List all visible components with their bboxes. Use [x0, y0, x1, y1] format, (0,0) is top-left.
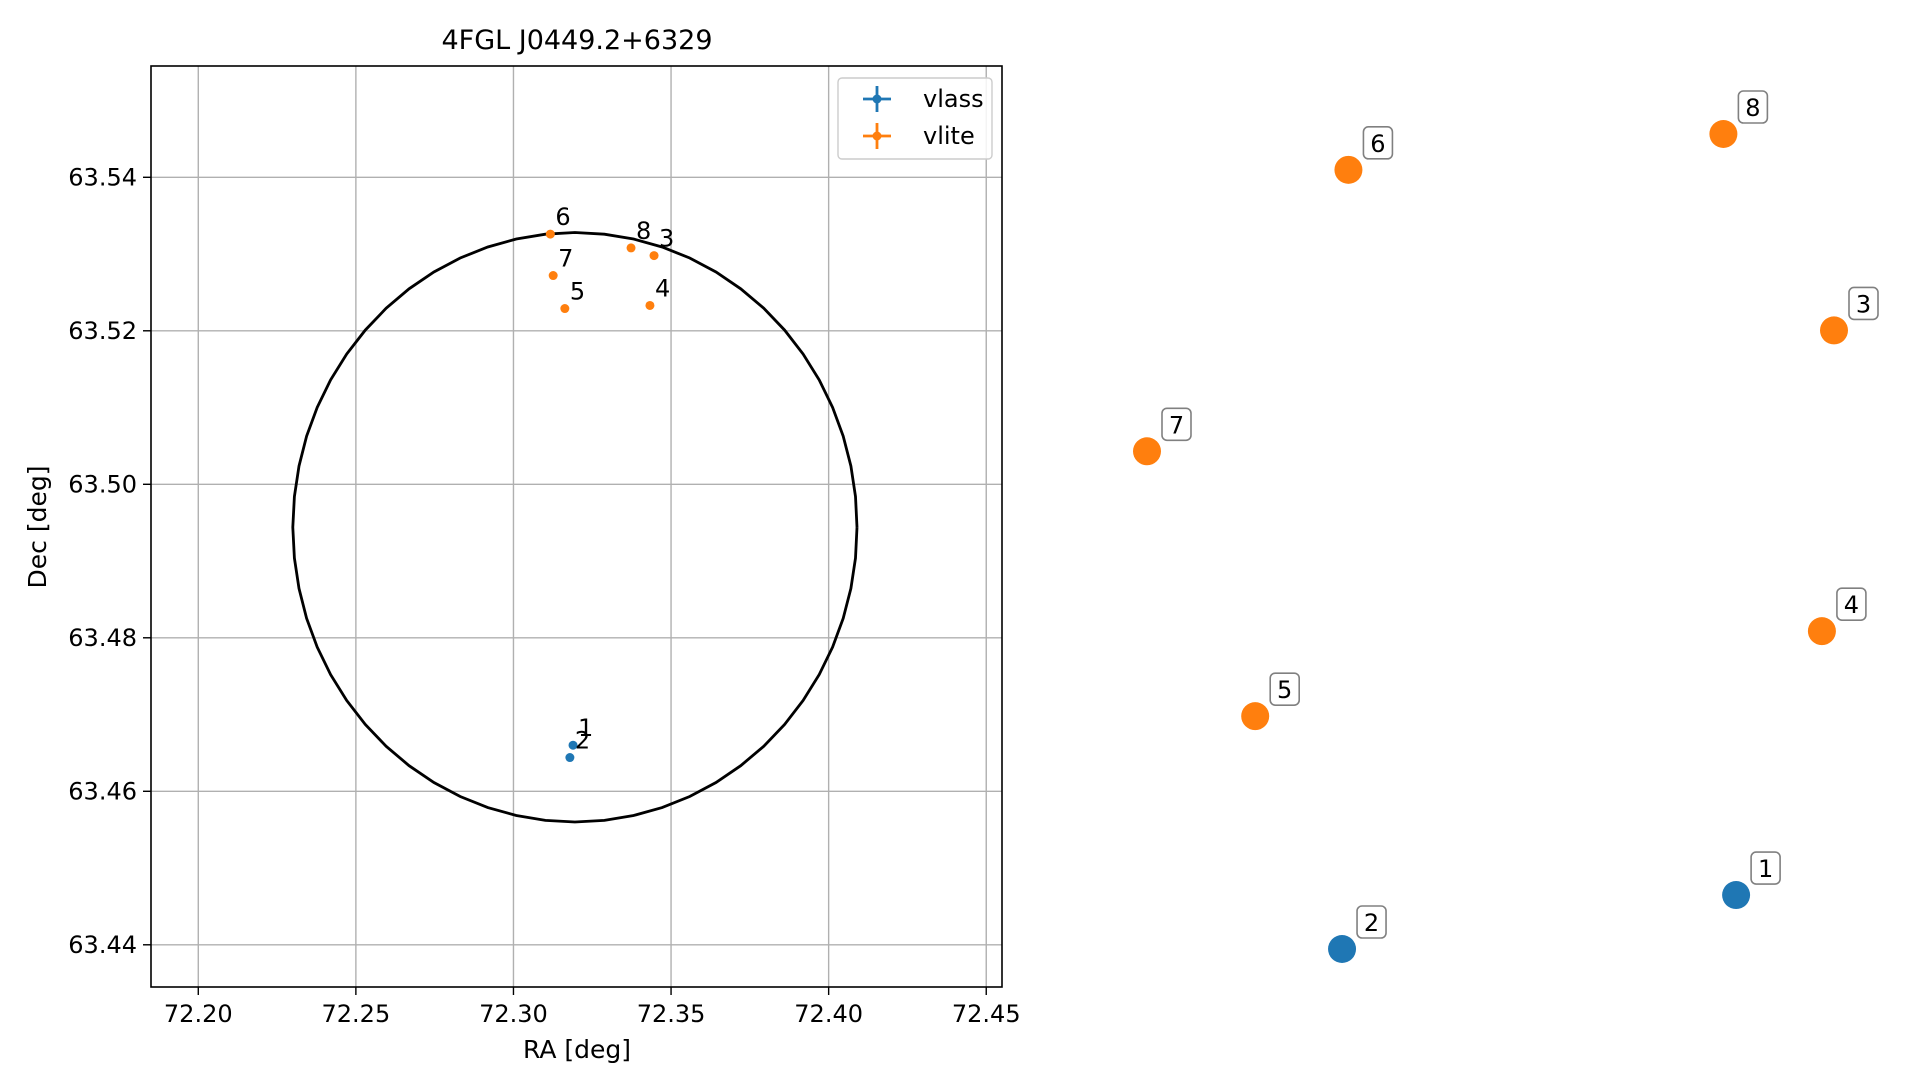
y-axis-ticks: 63.44 63.46 63.48 63.50 63.52 63.54 [68, 163, 151, 959]
vlite-marker [1241, 702, 1270, 731]
y-tick-label: 63.46 [68, 777, 137, 805]
vlite-point [545, 229, 555, 239]
label-box [1356, 905, 1387, 939]
vlass-marker [1722, 881, 1751, 910]
vlite-marker [1820, 316, 1848, 345]
x-tick-label: 72.25 [322, 1000, 391, 1028]
chart-title: 4FGL J0449.2+6329 [441, 25, 712, 56]
marker-label: 3 [1856, 290, 1871, 318]
marker-label: 6 [1370, 130, 1385, 158]
marker-label: 1 [1758, 855, 1773, 883]
legend-label: vlass [923, 85, 984, 113]
y-tick-label: 63.50 [68, 470, 137, 498]
point-label: 7 [558, 245, 573, 273]
label-box [1836, 587, 1867, 621]
x-tick-label: 72.20 [164, 1000, 233, 1028]
axes-frame [150, 65, 1003, 988]
marker-label: 7 [1169, 411, 1184, 439]
marker-label: 2 [1364, 909, 1379, 937]
x-axis-label: RA [deg] [523, 1035, 631, 1064]
marker-label: 4 [1844, 591, 1859, 619]
label-box [1737, 90, 1769, 124]
y-tick-label: 63.54 [68, 163, 137, 191]
point-label: 1 [578, 714, 593, 742]
label-box [1750, 851, 1781, 885]
point-label: 2 [575, 727, 590, 755]
vlass-point [568, 740, 578, 750]
vlite-point [560, 304, 570, 314]
labeled-points-plot: 1 2 3 4 5 6 7 8 [1133, 90, 1879, 963]
x-axis-ticks: 72.20 72.25 72.30 72.35 72.40 72.45 [164, 987, 1021, 1028]
label-box [1161, 407, 1192, 442]
marker-label: 5 [1277, 676, 1292, 704]
point-labels-layer: 12 3 4 5 6 7 8 [555, 203, 674, 754]
label-box [1362, 126, 1394, 160]
point-label: 8 [636, 217, 651, 245]
error-circle [291, 231, 859, 824]
point-label: 3 [659, 225, 674, 253]
marker-label: 8 [1745, 94, 1760, 122]
legend-marker-dot [872, 94, 882, 104]
vlass-point [565, 753, 575, 763]
y-tick-label: 63.48 [68, 624, 137, 652]
legend: vlass vlite [837, 77, 993, 160]
vlite-marker [1709, 120, 1738, 148]
vlite-point [649, 251, 659, 261]
label-box [1848, 286, 1879, 321]
x-tick-label: 72.45 [952, 1000, 1021, 1028]
right-data-points-layer: 1 2 3 4 5 6 7 8 [1133, 90, 1879, 963]
circle-layer [291, 231, 859, 824]
y-tick-label: 63.52 [68, 317, 137, 345]
point-label: 5 [570, 278, 585, 306]
vlite-marker [1133, 437, 1161, 466]
x-tick-label: 72.40 [794, 1000, 863, 1028]
label-box [1269, 672, 1301, 706]
data-points-layer [545, 229, 659, 763]
y-tick-label: 63.44 [68, 931, 137, 959]
vlite-point [645, 300, 655, 310]
grid-lines [151, 66, 1002, 987]
y-axis-label: Dec [deg] [23, 466, 52, 589]
vlass-marker [1328, 935, 1357, 963]
x-tick-label: 72.35 [637, 1000, 706, 1028]
point-label: 6 [555, 203, 570, 231]
x-tick-label: 72.30 [479, 1000, 548, 1028]
legend-marker-dot [872, 131, 882, 141]
vlite-point [626, 243, 636, 253]
vlite-marker [1807, 617, 1836, 646]
legend-label: vlite [923, 122, 975, 150]
point-label: 4 [655, 274, 670, 302]
vlite-point [548, 271, 558, 281]
vlite-marker [1334, 155, 1363, 184]
